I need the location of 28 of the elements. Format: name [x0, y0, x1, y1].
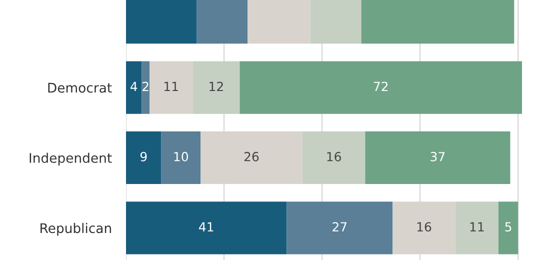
data-label: 10 [174, 152, 188, 162]
bar [200, 131, 302, 184]
bar [498, 202, 518, 254]
data-label: 27 [332, 222, 347, 232]
data-label: 2 [142, 82, 148, 91]
data-label: 11 [470, 222, 484, 232]
bar [455, 202, 498, 254]
y-tick-label: Democrat [48, 82, 112, 93]
bar [302, 131, 366, 184]
bar [161, 131, 200, 184]
data-label: 16 [327, 152, 341, 162]
bar [126, 202, 287, 254]
bar [126, 131, 162, 184]
data-label: 37 [430, 152, 445, 162]
data-label: 72 [374, 82, 388, 91]
data-label: 12 [210, 82, 223, 91]
y-tick-label: Republican [40, 222, 111, 236]
bar [365, 131, 510, 184]
data-label: 4 [130, 82, 138, 91]
y-tick-label: Independent [30, 152, 112, 166]
bar [392, 202, 456, 254]
data-label: 16 [417, 222, 432, 232]
data-label: 26 [244, 152, 259, 162]
data-label: 11 [164, 82, 178, 91]
data-label: 9 [140, 152, 147, 162]
data-label: 5 [505, 222, 512, 232]
bar [286, 202, 393, 254]
data-label: 41 [199, 222, 214, 232]
